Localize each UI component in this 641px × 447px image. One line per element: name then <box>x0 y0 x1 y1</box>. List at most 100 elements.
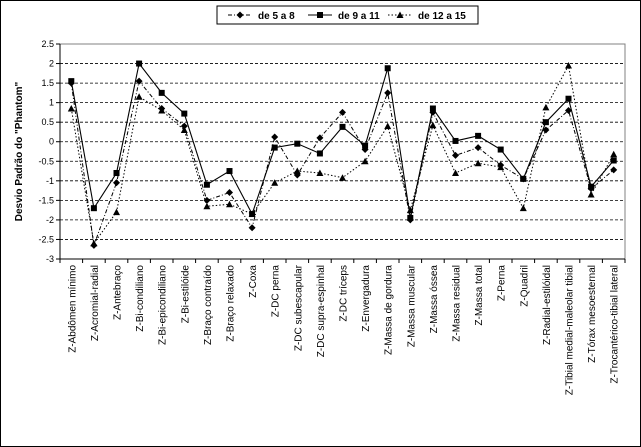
legend-box <box>216 5 479 25</box>
x-category-label: Z-DC subescapular <box>293 264 304 351</box>
data-point <box>226 168 233 175</box>
data-point <box>90 205 97 212</box>
x-category-label: Z-Bi-condiliano <box>135 265 146 332</box>
data-point <box>384 122 392 130</box>
legend: de 5 a 8 de 9 a 11 de 12 a 15 <box>216 5 479 25</box>
data-point <box>452 151 459 159</box>
x-category-label: Z-Antebraço <box>113 265 124 320</box>
data-point <box>565 106 572 114</box>
x-category-label: Z-Acromial-radial <box>90 265 101 341</box>
data-point <box>113 179 120 187</box>
x-category-label: Z-Massa muscular <box>406 264 417 347</box>
y-tick-label: 2 <box>49 59 54 69</box>
data-point <box>203 181 210 188</box>
x-category-label: Z-Coxa <box>248 265 259 298</box>
legend-marker <box>317 12 323 18</box>
data-point <box>384 65 391 72</box>
data-point <box>316 150 323 157</box>
data-point <box>362 142 369 149</box>
axis-layer <box>56 43 626 263</box>
y-tick-label: 0.5 <box>41 117 54 127</box>
data-point <box>519 204 527 212</box>
data-point <box>407 214 414 221</box>
legend-label: de 9 a 11 <box>338 11 380 22</box>
data-point <box>339 174 346 181</box>
x-category-label: Z-Trocantérico-tibial lateral <box>610 265 621 384</box>
data-point <box>135 77 143 85</box>
x-category-label: Z-Bi-estilóide <box>180 265 191 324</box>
data-point <box>68 78 75 85</box>
x-category-label: Z-Bi-epicondiliano <box>158 265 169 345</box>
x-category-label: Z-Massa óssea <box>429 265 440 334</box>
data-point <box>316 134 324 142</box>
legend-label: de 5 a 8 <box>258 11 295 22</box>
y-tick-label: 1 <box>49 98 54 108</box>
x-category-label: Z-Massa total <box>474 265 485 326</box>
data-point <box>542 126 550 134</box>
data-point <box>248 210 256 218</box>
data-point <box>271 144 278 151</box>
data-point <box>226 189 233 197</box>
legend-label: de 12 a 15 <box>418 11 466 22</box>
data-point <box>339 108 346 116</box>
y-tick-label: -3 <box>46 254 54 264</box>
x-category-label: Z-Envergadura <box>361 265 372 332</box>
data-point <box>475 132 482 139</box>
data-point <box>136 60 143 67</box>
data-point <box>293 167 301 175</box>
y-tick-label: -2 <box>46 215 54 225</box>
y-tick-label: 2.5 <box>41 39 54 49</box>
x-category-label: Z-Radial-estilóidal <box>542 265 553 345</box>
data-point <box>406 206 414 214</box>
y-tick-label: -1.5 <box>38 195 54 205</box>
legend-items: de 5 a 8 de 9 a 11 de 12 a 15 <box>228 11 466 22</box>
data-point <box>497 146 504 153</box>
data-point <box>203 202 211 210</box>
x-category-label: Z-Massa de gordura <box>384 265 395 355</box>
data-point <box>180 126 188 133</box>
y-tick-label: -1 <box>46 176 54 186</box>
data-point <box>67 105 75 112</box>
data-point <box>610 166 618 174</box>
data-point <box>226 200 233 208</box>
data-point <box>113 170 120 176</box>
data-point <box>587 191 595 198</box>
x-category-label: Z-DC supra-espinhal <box>316 265 327 357</box>
y-tick-label: 1.5 <box>41 78 54 88</box>
y-tick-label: 0 <box>49 137 54 147</box>
label-layer: 2.5 2 1.5 1 0.5 0 -0.5 -1 -1.5 -2 -2.5 -3 Z-Abdômen … <box>38 39 620 395</box>
data-point <box>339 123 346 130</box>
data-point <box>429 105 436 112</box>
series-3 <box>67 62 618 247</box>
data-point <box>180 122 188 130</box>
x-category-label: Z-Braço contraído <box>203 265 214 345</box>
data-point <box>610 157 617 164</box>
x-category-label: Z-Quadril <box>519 265 530 307</box>
y-tick-label: -2.5 <box>38 234 54 244</box>
data-point <box>542 119 549 126</box>
y-tick-label: -0.5 <box>38 156 54 166</box>
x-category-label: Z-Massa residual <box>452 265 463 342</box>
data-point <box>474 159 482 167</box>
data-point <box>610 150 618 158</box>
data-point <box>384 89 392 97</box>
x-category-label: Z-DC perna <box>271 265 282 318</box>
x-category-label: Z-DC tríceps <box>339 265 350 322</box>
data-point <box>181 110 188 117</box>
data-point <box>271 179 279 186</box>
data-point <box>542 103 550 111</box>
x-category-label: Z-Tórax mesoesternal <box>587 265 598 363</box>
series-layer <box>67 60 618 249</box>
data-point <box>452 169 459 176</box>
data-point <box>565 62 572 69</box>
data-point <box>158 89 165 96</box>
data-point <box>113 208 120 216</box>
data-point <box>135 93 143 100</box>
data-point <box>565 95 572 102</box>
legend-marker <box>396 11 404 18</box>
data-point <box>497 163 505 171</box>
series-2 <box>68 60 617 221</box>
